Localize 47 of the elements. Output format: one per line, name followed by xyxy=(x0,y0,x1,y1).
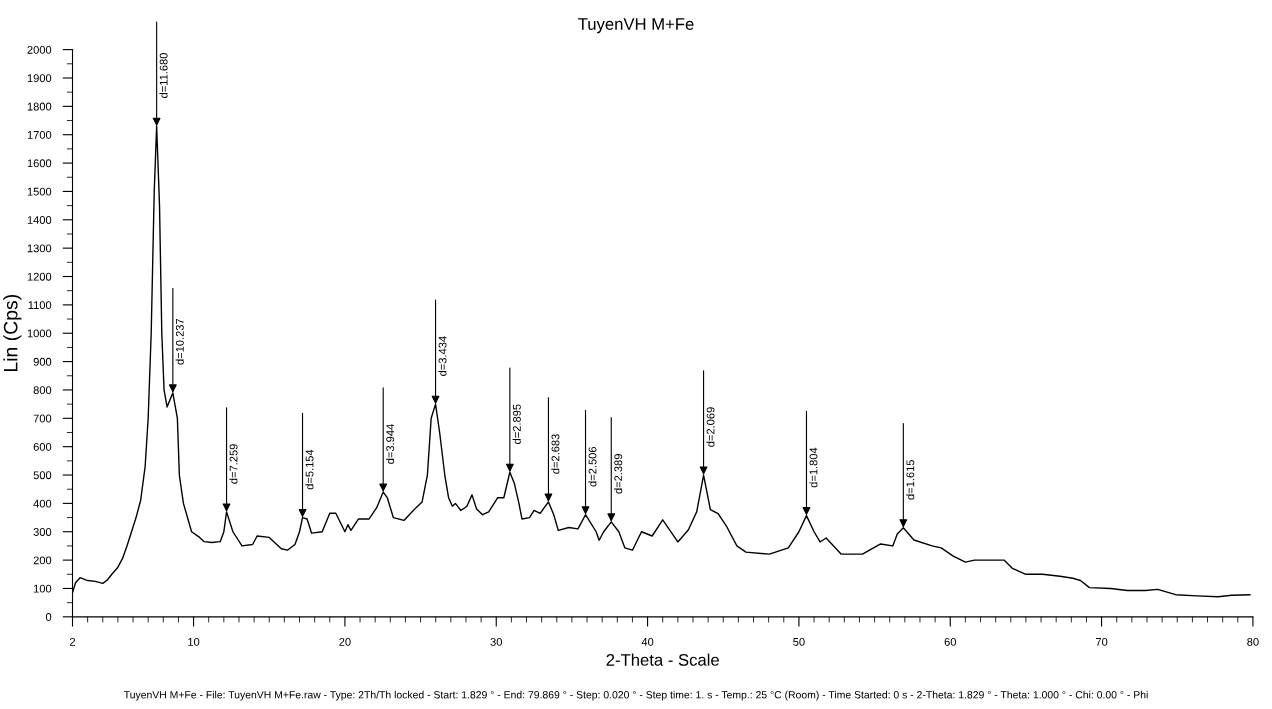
annotation: d=10.237 xyxy=(175,318,184,365)
annotation: d=1.804 xyxy=(809,447,818,488)
y-tick-label: 1300 xyxy=(27,244,52,253)
y-tick-label: 900 xyxy=(33,357,52,366)
y-tick-label: 1900 xyxy=(27,74,52,83)
annotation: d=2.683 xyxy=(551,434,560,474)
y-tick-label: 1600 xyxy=(27,159,52,168)
annotation: d=7.259 xyxy=(229,444,238,484)
y-tick-label: 1000 xyxy=(27,329,52,338)
annotation: d=5.154 xyxy=(305,449,314,490)
y-tick-label: 0 xyxy=(45,613,52,621)
y-tick-label: 100 xyxy=(33,584,52,593)
y-tick-label: 1400 xyxy=(27,216,52,224)
x-tick-label: 20 xyxy=(339,637,351,646)
annotation: d=2.506 xyxy=(588,446,597,487)
y-tick-label: 300 xyxy=(33,528,52,536)
x-tick-label: 80 xyxy=(1247,637,1259,646)
x-tick-label: 10 xyxy=(188,637,200,646)
y-tick-label: 200 xyxy=(33,556,52,565)
x-tick-label: 70 xyxy=(1095,637,1108,646)
x-axis-title: 2-Theta - Scale xyxy=(606,653,719,666)
y-tick-label: 2000 xyxy=(27,45,52,54)
annotation: d=1.615 xyxy=(906,459,915,500)
y-tick-label: 800 xyxy=(33,386,52,395)
text: TuyenVH M+Fe - File: TuyenVH M+Fe.raw - Type: 2Th/Th locked - Start: 1.829 ° - End: 79.869 ° - Step: 0.020 ° - Step time: 1. s - Temp.: 25 °C (Room) - Time Started: 0 s - 2-Theta: 1.829 ° - Theta: 1.000 ° - Chi: 0.00 ° - Phi xyxy=(123,690,1148,701)
chart-title: TuyenVH M+Fe xyxy=(578,18,694,34)
annotation: d=3.434 xyxy=(438,336,447,376)
annotation: d=3.944 xyxy=(385,424,395,464)
y-axis-title: Lin (Cps) xyxy=(3,295,22,372)
x-tick-label: 40 xyxy=(641,637,654,646)
x-tick-label: 60 xyxy=(944,637,956,646)
x-tick-label: 30 xyxy=(490,637,502,646)
y-tick-label: 1800 xyxy=(27,102,52,111)
annotation: d=11.680 xyxy=(159,53,168,98)
annotation: d=2.895 xyxy=(512,404,521,444)
annotation: d=2.389 xyxy=(614,454,623,494)
y-tick-label: 1200 xyxy=(27,272,52,281)
y-tick-label: 1100 xyxy=(28,301,52,310)
y-tick-label: 700 xyxy=(33,414,52,423)
y-tick-label: 500 xyxy=(33,471,52,480)
y-tick-label: 1500 xyxy=(27,187,52,196)
annotation: d=2.069 xyxy=(706,407,715,447)
y-tick-label: 400 xyxy=(33,499,52,508)
x-tick-label: 50 xyxy=(793,637,805,646)
y-tick-label: 600 xyxy=(33,442,52,451)
x-tick-label: 2 xyxy=(69,637,76,646)
y-tick-label: 1700 xyxy=(27,130,52,139)
